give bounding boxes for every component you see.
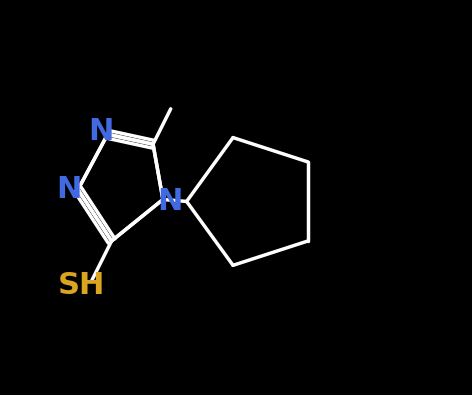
Text: N: N <box>57 175 82 204</box>
Text: N: N <box>88 117 113 146</box>
Text: SH: SH <box>58 271 105 300</box>
Text: N: N <box>157 187 183 216</box>
